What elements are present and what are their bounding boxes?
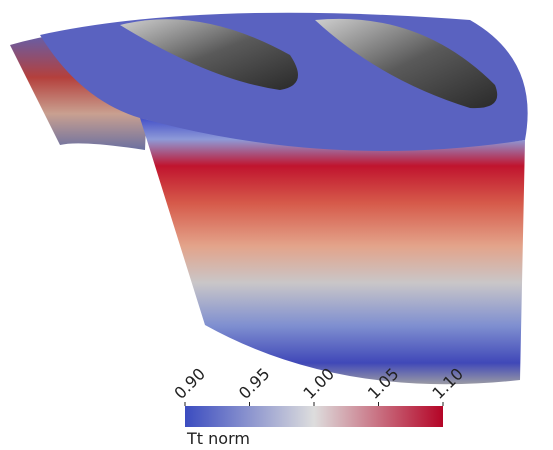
tick-label: 0.90 <box>170 364 209 403</box>
tick-label: 0.95 <box>235 364 274 403</box>
colorbar-label: Tt norm <box>186 429 250 448</box>
outlet-face <box>140 118 525 384</box>
colorbar-scale <box>185 406 443 427</box>
figure: Tt norm 0.900.951.001.051.10 <box>0 0 553 450</box>
flow-render <box>10 13 528 384</box>
